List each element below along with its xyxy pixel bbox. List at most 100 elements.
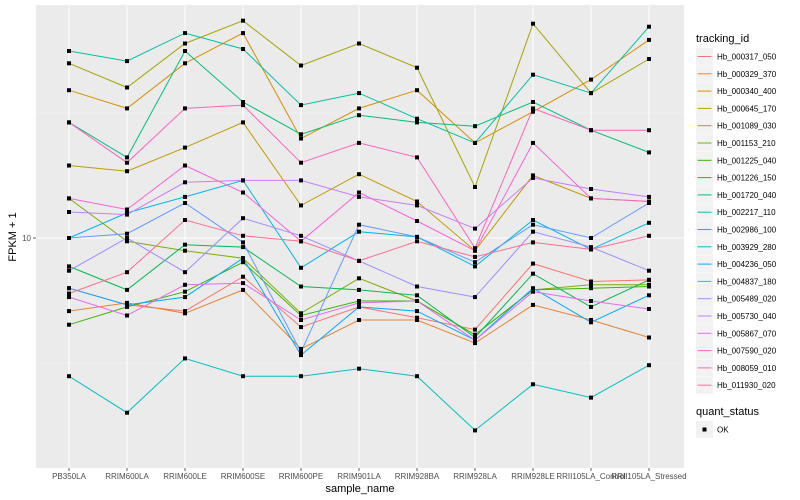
x-axis: PB350LA RRIM600LA RRIM600LE RRIM600SE RRIM60… [52,468,687,481]
data-point-Hb_000317_050 [531,261,535,266]
data-point-Hb_011930_020 [241,233,245,238]
data-point-Hb_001720_040 [241,100,245,104]
data-point-Hb_000329_370 [473,341,477,346]
data-point-Hb_000645_170 [415,199,419,204]
data-point-Hb_005867_070 [67,295,71,300]
x-tick-label: RRIM600LA [105,472,149,481]
data-point-Hb_004837_180 [589,236,593,240]
data-point-Hb_000340_400 [241,31,245,36]
series-points [67,18,651,433]
data-point-Hb_000340_400 [531,109,535,114]
data-point-Hb_011930_020 [67,291,71,296]
data-point-Hb_002217_110 [299,103,303,108]
data-point-Hb_000645_170 [299,203,303,208]
legend-label-Hb_002986_100: Hb_002986_100 [717,226,777,235]
data-point-Hb_000317_050 [183,309,187,314]
data-point-Hb_001226_150 [241,245,245,250]
data-point-Hb_002986_100 [357,366,361,371]
data-point-Hb_001226_150 [125,287,129,292]
data-point-Hb_000317_050 [415,315,419,320]
data-point-Hb_001226_150 [415,293,419,298]
data-point-Hb_002986_100 [589,395,593,400]
legend-label-Hb_005489_020: Hb_005489_020 [717,295,777,304]
data-point-Hb_000340_400 [357,106,361,111]
data-point-Hb_002217_110 [357,91,361,96]
data-point-Hb_008059_010 [531,106,535,111]
data-point-Hb_008059_010 [67,120,71,125]
data-point-Hb_008059_010 [299,160,303,165]
legend-label-Hb_000340_400: Hb_000340_400 [717,87,777,96]
data-point-Hb_000645_170 [183,145,187,150]
data-point-Hb_004837_180 [241,240,245,245]
data-point-Hb_000317_050 [473,327,477,332]
data-point-Hb_005730_040 [531,175,535,180]
data-point-Hb_011930_020 [647,233,651,238]
data-point-Hb_005730_040 [241,178,245,183]
legend-label-Hb_000645_170: Hb_000645_170 [717,104,777,113]
data-point-Hb_005489_020 [125,236,129,240]
data-point-Hb_005730_040 [67,210,71,214]
data-point-Hb_005489_020 [67,268,71,273]
data-point-Hb_005730_040 [647,194,651,199]
legend-label-Hb_011930_020: Hb_011930_020 [717,381,776,390]
legend-label-Hb_001226_150: Hb_001226_150 [717,174,777,183]
data-point-Hb_007590_020 [589,196,593,201]
data-point-Hb_003929_280 [473,264,477,269]
x-tick-label: RRIM901LA [337,472,381,481]
data-point-Hb_000340_400 [299,136,303,141]
data-point-Hb_005489_020 [589,245,593,250]
data-point-Hb_001089_030 [299,63,303,68]
data-point-Hb_000317_050 [299,325,303,330]
data-point-Hb_001720_040 [647,150,651,155]
data-point-Hb_005489_020 [531,229,535,234]
data-point-Hb_002986_100 [473,428,477,433]
data-point-Hb_002217_110 [531,72,535,77]
data-point-Hb_000340_400 [125,106,129,111]
data-point-Hb_004837_180 [67,236,71,240]
data-point-Hb_007590_020 [473,248,477,253]
data-point-Hb_002217_110 [473,140,477,145]
data-point-Hb_000329_370 [531,302,535,307]
data-point-Hb_007590_020 [241,190,245,195]
data-point-Hb_011930_020 [415,239,419,244]
data-point-Hb_011930_020 [531,240,535,245]
data-point-Hb_000340_400 [589,77,593,82]
legend-label-Hb_000317_050: Hb_000317_050 [717,53,777,62]
data-point-Hb_011930_020 [473,254,477,259]
data-point-Hb_001225_040 [67,322,71,327]
x-tick-label: RRIM600SE [221,472,265,481]
data-point-Hb_001226_150 [589,304,593,309]
data-point-Hb_001225_040 [647,284,651,289]
data-point-Hb_002986_100 [299,374,303,379]
x-axis-title: sample_name [325,483,394,495]
data-point-Hb_002986_100 [241,374,245,379]
data-point-Hb_005489_020 [647,268,651,273]
data-point-Hb_000340_400 [647,37,651,42]
data-point-Hb_001720_040 [531,100,535,104]
data-point-Hb_002217_110 [183,31,187,36]
data-point-Hb_004236_050 [67,286,71,291]
data-point-Hb_001226_150 [67,264,71,269]
data-point-Hb_000645_170 [125,169,129,174]
data-point-Hb_004837_180 [125,231,129,236]
data-point-Hb_001225_040 [241,260,245,265]
data-point-Hb_002986_100 [183,356,187,361]
legend-label-Hb_005867_070: Hb_005867_070 [717,329,777,338]
data-point-Hb_007590_020 [647,199,651,204]
x-tick-label: RRII105LA_Stressed [611,472,686,481]
data-point-Hb_005867_070 [241,281,245,286]
data-point-Hb_001225_040 [183,289,187,294]
data-point-Hb_001089_030 [125,85,129,90]
data-point-Hb_002986_100 [531,382,535,387]
data-point-Hb_005867_070 [299,318,303,322]
data-point-Hb_007590_020 [183,163,187,168]
data-point-Hb_003929_280 [531,218,535,222]
data-point-Hb_000329_370 [299,346,303,351]
data-point-Hb_000329_370 [183,311,187,316]
data-point-Hb_007590_020 [125,207,129,212]
data-point-Hb_001720_040 [415,120,419,125]
data-point-Hb_005730_040 [415,203,419,208]
data-point-Hb_005867_070 [473,338,477,343]
data-point-Hb_004236_050 [241,256,245,261]
